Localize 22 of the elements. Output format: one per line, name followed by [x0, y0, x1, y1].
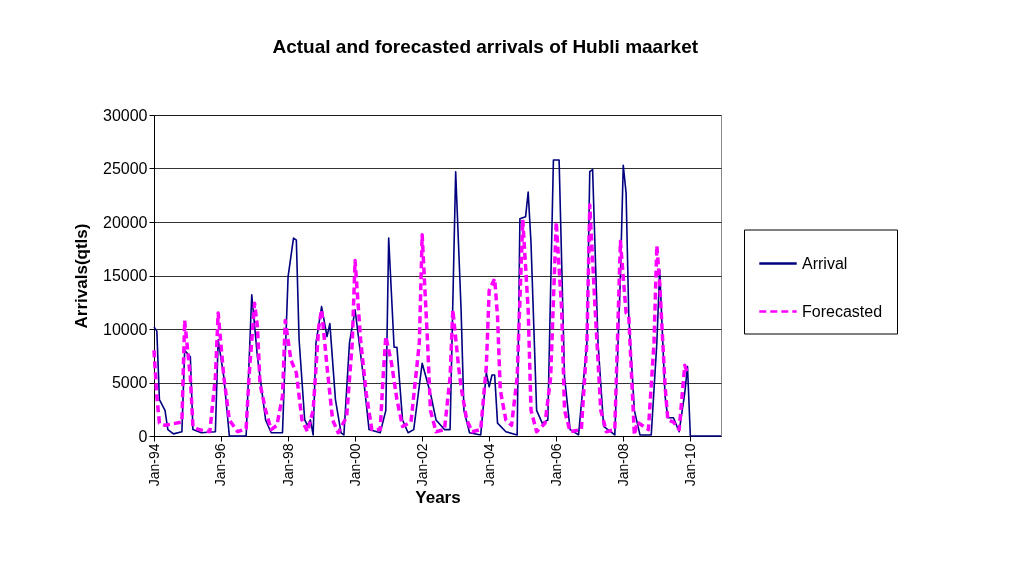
line-series	[152, 203, 690, 437]
x-tick-label: Jan-02	[413, 443, 430, 487]
x-tick-label: Jan-10	[681, 443, 698, 487]
y-tick-label: 25000	[103, 160, 148, 177]
y-tick-label: 0	[138, 427, 148, 445]
x-tick-label: Jan-06	[547, 443, 564, 487]
y-tick-label: 30000	[103, 106, 148, 124]
y-tick-label: 20000	[103, 213, 148, 231]
legend-label: Arrival	[802, 254, 848, 272]
x-tick-label: Jan-96	[212, 443, 229, 487]
x-tick-label: Jan-98	[279, 443, 296, 487]
chart-title: Actual and forecasted arrivals of Hubli maarket	[272, 36, 699, 57]
y-tick-label: 5000	[111, 374, 148, 391]
x-tick-label: Jan-04	[480, 443, 497, 487]
x-tick-label: Jan-94	[145, 443, 162, 487]
x-axis-title: Years	[415, 488, 461, 508]
y-axis-title: Arrivals(qtls)	[72, 223, 92, 329]
x-tick-label: Jan-00	[346, 443, 363, 487]
y-tick-label: 15000	[103, 267, 148, 284]
y-tick-label: 10000	[103, 320, 148, 338]
x-tick-label: Jan-08	[614, 443, 631, 487]
legend-label: Forecasted	[802, 302, 883, 320]
